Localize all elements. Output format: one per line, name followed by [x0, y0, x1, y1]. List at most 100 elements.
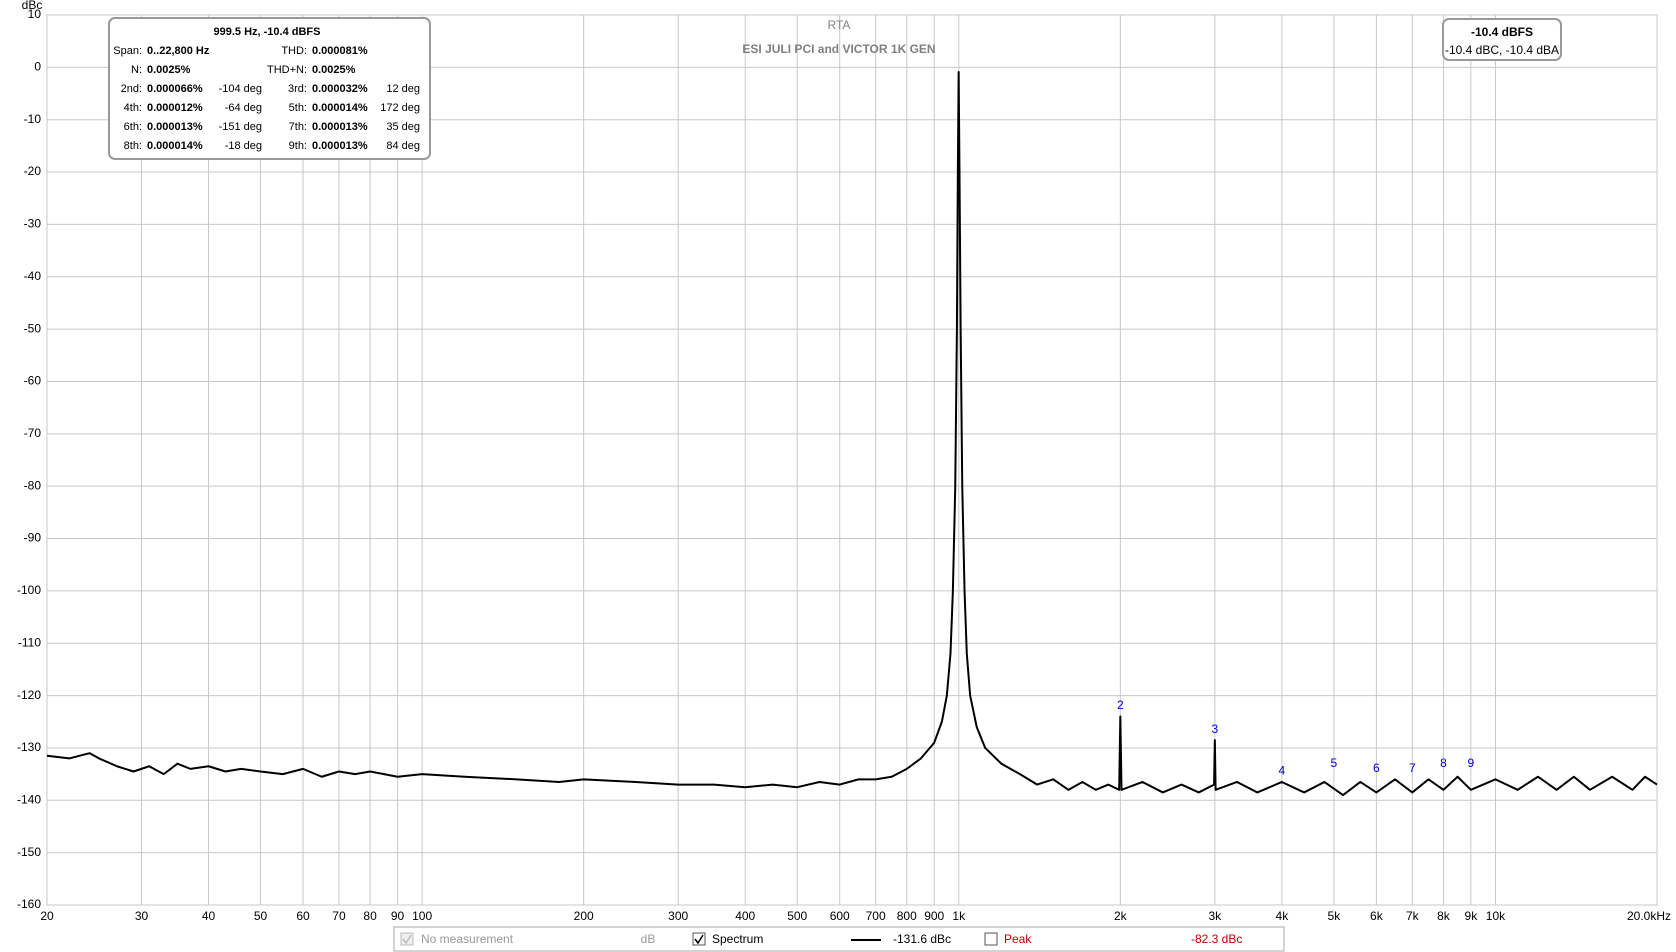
thd-cell: 35 deg	[386, 121, 420, 133]
thd-cell: 6th:	[124, 121, 142, 133]
thd-cell: 0.000032%	[312, 83, 368, 95]
plot-area	[46, 14, 1658, 906]
thd-cell: -104 deg	[219, 83, 262, 95]
thd-cell: 0.000081%	[312, 45, 368, 57]
x-tick-label: 3k	[1208, 909, 1222, 923]
level-box-frame	[1442, 18, 1562, 61]
checkbox[interactable]	[984, 932, 998, 946]
harmonic-label: 7	[1409, 761, 1416, 775]
thd-cell: N:	[131, 64, 142, 76]
x-tick-label: 500	[787, 909, 807, 923]
thd-cell: 0.000013%	[312, 121, 368, 133]
x-tick-label: 20	[40, 909, 54, 923]
y-tick-label: -80	[24, 478, 42, 492]
thd-cell: -64 deg	[225, 102, 262, 114]
legend-label: Spectrum	[712, 932, 763, 946]
spectrum-line	[46, 71, 1658, 797]
checkbox[interactable]	[692, 932, 706, 946]
x-tick-label: 60	[296, 909, 310, 923]
y-tick-label: -60	[24, 374, 42, 388]
legend-value: -82.3 dBc	[1191, 932, 1242, 946]
y-tick-label: -40	[24, 269, 42, 283]
x-tick-label: 6k	[1370, 909, 1384, 923]
thd-header: 999.5 Hz, -10.4 dBFS	[214, 26, 321, 38]
legend-value: -131.6 dBc	[893, 932, 951, 946]
x-tick-label: 400	[735, 909, 755, 923]
thd-box: 999.5 Hz, -10.4 dBFS Span: 0..22,800 Hz THD…	[108, 17, 431, 160]
y-tick-label: -100	[17, 583, 41, 597]
y-tick-label: -30	[24, 217, 42, 231]
harmonic-label: 4	[1279, 764, 1286, 778]
x-tick-label: 1k	[952, 909, 966, 923]
x-tick-label: 600	[830, 909, 850, 923]
y-axis-label: dBc	[22, 0, 43, 12]
legend-frame	[393, 926, 1285, 952]
thd-cell: 172 deg	[380, 102, 420, 114]
x-tick-label: 5k	[1328, 909, 1342, 923]
thd-cell: 3rd:	[288, 83, 307, 95]
x-tick-label: 40	[202, 909, 216, 923]
x-tick-label: 700	[866, 909, 886, 923]
thd-cell: 2nd:	[121, 83, 142, 95]
y-tick-label: -20	[24, 164, 42, 178]
y-tick-label: -150	[17, 845, 41, 859]
x-tick-label: 7k	[1406, 909, 1420, 923]
thd-box-frame	[108, 17, 431, 160]
x-tick-label: 900	[924, 909, 944, 923]
y-tick-label: -10	[24, 112, 42, 126]
x-tick-label: 9k	[1465, 909, 1479, 923]
x-tick-label: 8k	[1437, 909, 1451, 923]
x-tick-label: 50	[254, 909, 268, 923]
legend-label: No measurement	[421, 932, 514, 946]
x-tick-label: 300	[668, 909, 688, 923]
thd-cell: 5th:	[289, 102, 307, 114]
y-tick-label: -70	[24, 426, 42, 440]
x-tick-label: 70	[332, 909, 346, 923]
x-tick-label: 4k	[1276, 909, 1290, 923]
y-tick-label: 0	[34, 60, 41, 74]
x-tick-label: 2k	[1114, 909, 1128, 923]
chart-title: RTA	[828, 18, 851, 32]
thd-cell: 0.000066%	[147, 83, 203, 95]
checkbox-disabled	[400, 932, 414, 946]
thd-cell: -18 deg	[225, 140, 262, 152]
thd-cell: THD+N:	[267, 64, 307, 76]
thd-cell: 0.000014%	[312, 102, 368, 114]
thd-cell: 0.0025%	[147, 64, 191, 76]
harmonic-label: 8	[1440, 756, 1447, 770]
harmonic-label: 6	[1373, 761, 1380, 775]
y-tick-label: -50	[24, 321, 42, 335]
thd-cell: 0.000014%	[147, 140, 203, 152]
thd-cell: 9th:	[289, 140, 307, 152]
y-tick-label: -90	[24, 531, 42, 545]
thd-cell: 0.000012%	[147, 102, 203, 114]
legend-unit: dB	[641, 932, 656, 946]
thd-cell: 0..22,800 Hz	[147, 45, 210, 57]
harmonic-label: 2	[1117, 698, 1124, 712]
y-tick-label: -130	[17, 740, 41, 754]
legend-bar: No measurement dB Spectrum -131.6 dBc Peak -8…	[393, 926, 1285, 952]
thd-cell: 8th:	[124, 140, 142, 152]
thd-cell: THD:	[281, 45, 307, 57]
x-tick-label: 20.0kHz	[1627, 909, 1671, 923]
x-tick-label: 200	[574, 909, 594, 923]
x-tick-label: 30	[135, 909, 149, 923]
x-tick-label: 10k	[1486, 909, 1506, 923]
y-tick-label: -110	[18, 635, 41, 649]
thd-cell: 4th:	[124, 102, 142, 114]
level-box: -10.4 dBFS -10.4 dBC, -10.4 dBA	[1442, 18, 1562, 61]
x-tick-label: 90	[391, 909, 405, 923]
x-tick-label: 800	[897, 909, 917, 923]
check-mark	[402, 934, 412, 945]
y-tick-label: -140	[17, 792, 41, 806]
y-tick-label: -120	[17, 688, 41, 702]
level-main: -10.4 dBFS	[1471, 25, 1533, 39]
thd-cell: 84 deg	[386, 140, 420, 152]
harmonic-label: 5	[1331, 756, 1338, 770]
y-tick-label: 10	[28, 7, 42, 21]
level-sub: -10.4 dBC, -10.4 dBA	[1445, 43, 1559, 57]
thd-cell: 0.000013%	[312, 140, 368, 152]
thd-cell: 12 deg	[386, 83, 420, 95]
